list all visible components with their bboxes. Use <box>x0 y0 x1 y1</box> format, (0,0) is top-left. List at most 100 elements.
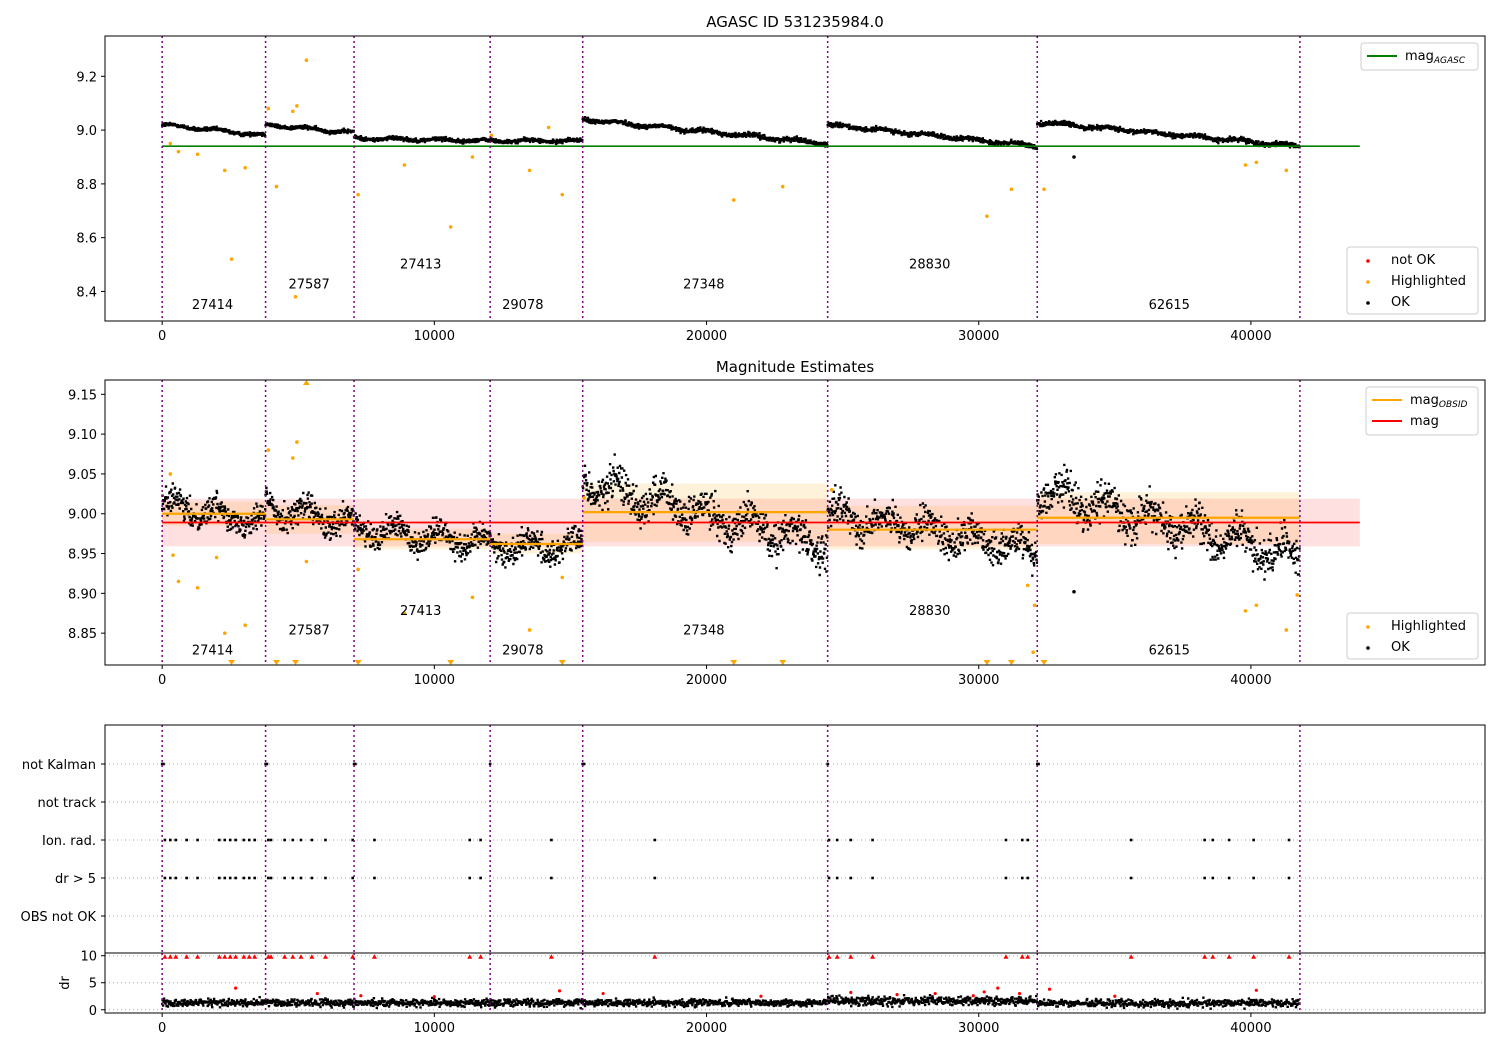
estimates-legend-bottom-label-main-1: OK <box>1391 640 1410 655</box>
estimates-obs-label-1: 27587 <box>288 624 329 639</box>
flag-point-2-32 <box>1129 838 1133 842</box>
dr-clipped-marker-19 <box>350 954 356 959</box>
flag-point-2-1 <box>169 838 172 842</box>
estimates-highlighted-point-13 <box>470 595 475 600</box>
dr-high-point-0 <box>234 986 238 990</box>
flag-point-3-3 <box>185 876 188 880</box>
agasc-highlighted-point-27 <box>546 125 551 130</box>
agasc-legend-bottom-label-2: OK <box>1391 295 1410 310</box>
agasc-legend-top-label-sub-0: AGASC <box>1433 56 1466 66</box>
agasc-ytick-label-2: 8.8 <box>76 178 97 193</box>
flag-point-3-37 <box>1287 876 1291 880</box>
flag-point-3-13 <box>269 876 273 880</box>
dr-xtick-label-4: 40000 <box>1230 1021 1271 1036</box>
flag-point-3-0 <box>163 876 167 880</box>
agasc-highlighted-point-20 <box>1042 187 1046 192</box>
flag-point-2-33 <box>1203 838 1206 842</box>
flag-point-2-29 <box>1004 838 1008 842</box>
flag-point-2-0 <box>163 838 167 842</box>
flag-point-3-14 <box>283 876 286 880</box>
estimates-offscale-marker-2 <box>272 660 280 665</box>
estimates-offscale-marker-6 <box>558 660 566 665</box>
estimates-highlighted-point-3 <box>195 585 200 590</box>
estimates-highlighted-point-24 <box>1295 593 1299 597</box>
flag-point-3-19 <box>351 876 354 880</box>
dr-high-point-11 <box>982 990 986 994</box>
dr-clipped-marker-10 <box>246 954 252 959</box>
flag-point-3-25 <box>827 876 831 880</box>
agasc-obs-label-0: 27414 <box>192 298 233 313</box>
flag-point-2-2 <box>174 838 178 842</box>
agasc-highlighted-point-23 <box>1284 168 1289 173</box>
dr-clipped-marker-23 <box>548 954 554 959</box>
flag-point-0-2 <box>264 762 267 766</box>
agasc-highlighted-point-19 <box>1009 187 1014 192</box>
flag-point-3-30 <box>1020 876 1024 880</box>
agasc-legend-top-frame <box>1360 42 1479 71</box>
dr-clipped-marker-8 <box>233 954 239 959</box>
flags-category-label-2: Ion. rad. <box>42 834 96 849</box>
agasc-ok-cloud-6 <box>1036 119 1301 149</box>
flag-point-2-5 <box>218 838 221 842</box>
estimates-legend-bottom-frame <box>1346 612 1479 660</box>
panel-magnitude-title: Magnitude Estimates <box>716 358 874 376</box>
estimates-highlighted-point-23 <box>1284 628 1289 632</box>
dr-clipped-marker-4 <box>195 954 201 959</box>
dr-high-point-3 <box>432 995 436 999</box>
dr-ok-points <box>161 994 1301 1010</box>
flag-point-3-10 <box>247 876 251 880</box>
estimates-legend-top-label-1: mag <box>1410 414 1439 429</box>
panel-flags: not Kalman not track Ion. rad. dr > 5 OBS no… <box>21 724 1486 954</box>
dr-clipped-marker-22 <box>478 954 484 959</box>
flag-point-3-34 <box>1211 876 1215 880</box>
agasc-highlighted-point-6 <box>274 184 279 189</box>
flag-point-3-2 <box>174 876 178 880</box>
dr-high-point-15 <box>1113 994 1117 998</box>
dr-high-point-7 <box>849 990 853 995</box>
dr-high-point-1 <box>315 991 319 996</box>
estimates-xtick-label-2: 20000 <box>686 673 727 688</box>
agasc-ytick-label-4: 9.2 <box>76 70 97 85</box>
estimates-ok-cloud-1 <box>264 486 355 541</box>
flag-point-2-27 <box>849 838 853 842</box>
flag-point-2-9 <box>242 838 246 842</box>
dr-clipped-marker-28 <box>870 954 876 959</box>
agasc-xtick-label-0: 0 <box>158 329 166 344</box>
agasc-obs-label-2: 27413 <box>400 258 441 273</box>
flag-point-3-1 <box>169 876 172 880</box>
dr-high-point-6 <box>759 994 763 998</box>
flag-point-0-8 <box>582 762 586 766</box>
agasc-ok-points <box>161 116 1301 151</box>
dr-xtick-label-2: 20000 <box>686 1021 727 1036</box>
estimates-legend-bottom-label-1: OK <box>1391 640 1410 655</box>
estimates-offscale-marker-5 <box>447 660 455 665</box>
estimates-highlighted-point-5 <box>222 631 227 635</box>
flag-point-0-11 <box>1037 762 1040 766</box>
dr-xtick-label-3: 30000 <box>958 1021 999 1036</box>
estimates-offscale-marker-4 <box>354 660 362 665</box>
agasc-xtick-label-1: 10000 <box>414 329 455 344</box>
flag-point-2-31 <box>1026 838 1030 842</box>
dr-ok-cloud-1 <box>581 996 829 1009</box>
estimates-obs-label-4: 27348 <box>683 624 724 639</box>
flag-point-3-6 <box>223 876 227 880</box>
flag-point-3-5 <box>218 876 221 880</box>
estimates-xtick-label-3: 30000 <box>958 673 999 688</box>
flag-point-2-15 <box>291 838 295 842</box>
agasc-xtick-label-3: 30000 <box>958 329 999 344</box>
estimates-ok-cloud-3 <box>488 524 584 569</box>
dr-clipped-marker-0 <box>162 954 168 959</box>
dr-clipped-marker-29 <box>1003 954 1009 959</box>
dr-clipped-marker-11 <box>252 954 258 959</box>
estimates-highlighted-point-14 <box>527 628 532 632</box>
agasc-highlighted-point-10 <box>402 163 407 167</box>
flag-point-3-15 <box>291 876 295 880</box>
flag-point-2-10 <box>247 838 251 842</box>
flag-point-2-37 <box>1287 838 1291 842</box>
dr-clipped-marker-5 <box>216 954 222 959</box>
dr-clipped-marker-33 <box>1202 954 1208 959</box>
flag-point-3-11 <box>253 876 257 880</box>
dr-clipped-marker-14 <box>282 954 288 959</box>
flag-point-0-3 <box>265 762 269 766</box>
